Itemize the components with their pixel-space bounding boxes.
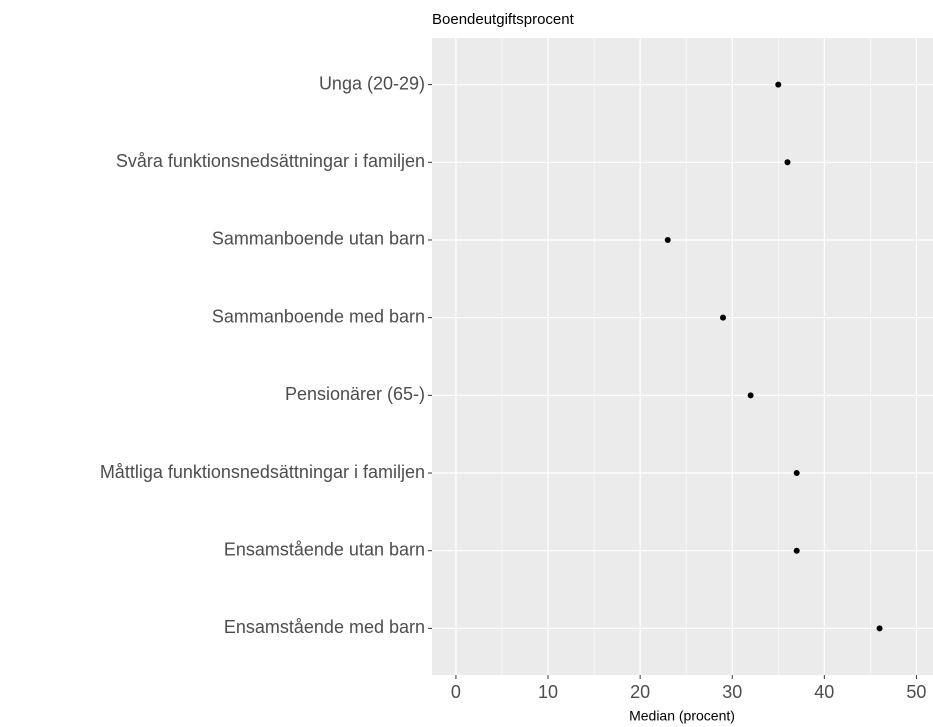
x-tick-label: 10 [538, 682, 558, 702]
x-tick-label: 20 [630, 682, 650, 702]
point [664, 236, 671, 243]
point [720, 314, 727, 321]
y-tick-label: Unga (20-29) [319, 73, 425, 93]
y-tick-label: Sammanboende utan barn [212, 229, 425, 249]
point [747, 392, 754, 399]
point [775, 81, 782, 88]
point [784, 159, 791, 166]
y-tick-label: Sammanboende med barn [212, 306, 425, 326]
x-axis-label: Median (procent) [629, 708, 735, 724]
chart-title: Boendeutgiftsprocent [432, 11, 575, 28]
x-tick-label: 50 [906, 682, 926, 702]
y-tick-label: Ensamstående utan barn [224, 539, 425, 559]
point [876, 625, 883, 632]
x-tick-label: 40 [814, 682, 834, 702]
y-tick-label: Svåra funktionsnedsättningar i familjen [116, 151, 425, 171]
y-tick-label: Ensamstående med barn [224, 617, 425, 637]
point [793, 547, 800, 554]
panel [432, 38, 933, 675]
point [793, 470, 800, 477]
x-tick-label: 30 [722, 682, 742, 702]
y-tick-label: Pensionärer (65-) [285, 384, 425, 404]
y-tick-label: Måttliga funktionsnedsättningar i familj… [100, 462, 425, 482]
x-tick-label: 0 [451, 682, 461, 702]
